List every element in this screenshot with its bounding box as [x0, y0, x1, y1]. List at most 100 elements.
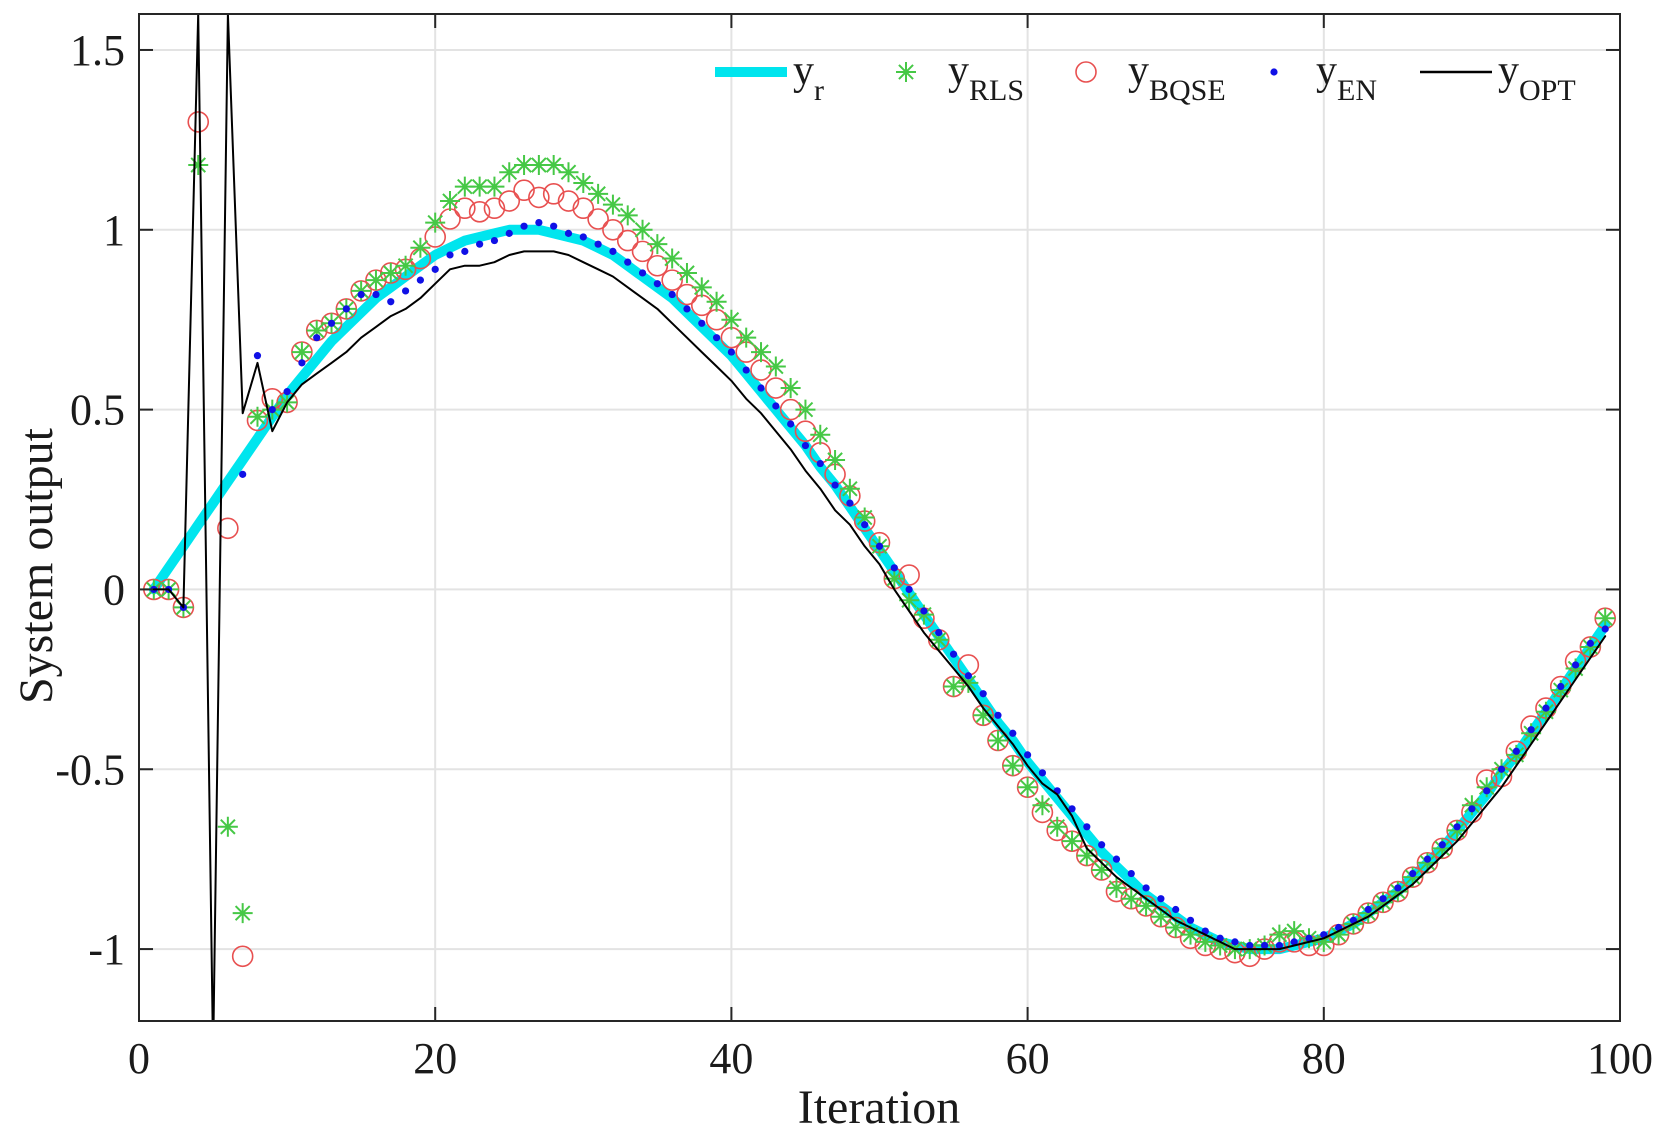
- legend-label: yBQSE: [1128, 48, 1226, 107]
- data-point-y_EN: [579, 233, 587, 241]
- data-point-y_BQSE: [217, 517, 239, 540]
- data-point-y_EN: [1364, 905, 1372, 914]
- series-layer: [143, 14, 1616, 1021]
- data-point-y_EN: [387, 298, 395, 306]
- ticks: [138, 14, 1621, 1021]
- data-point-y_BQSE: [557, 190, 580, 212]
- data-point-y_RLS: [810, 424, 831, 445]
- data-point-y_BQSE: [528, 186, 550, 209]
- legend-label-main: y: [793, 48, 814, 94]
- data-point-y_RLS: [1076, 845, 1097, 866]
- data-point-y_EN: [1186, 916, 1195, 924]
- data-point-y_RLS: [721, 309, 742, 330]
- legend-label: yr: [793, 48, 824, 107]
- data-point-y_RLS: [188, 155, 209, 176]
- data-point-y_EN: [964, 672, 972, 680]
- tick-labels: 0 20 40 60 80 100 -1 -0.5 0 0.5 1 1.5: [55, 26, 1653, 1083]
- data-point-y_BQSE: [513, 179, 535, 202]
- legend-item-y_OPT: yOPT: [1420, 48, 1576, 107]
- data-point-y_RLS: [602, 194, 623, 215]
- data-point-y_EN: [446, 251, 454, 259]
- data-point-y_RLS: [543, 155, 564, 176]
- data-point-y_BQSE: [468, 201, 491, 223]
- x-tick-label: 100: [1587, 1034, 1653, 1083]
- legend-label-sub: r: [814, 74, 824, 107]
- data-point-y_EN: [757, 384, 765, 392]
- data-point-y_EN: [1068, 805, 1076, 813]
- data-point-y_RLS: [780, 378, 801, 399]
- data-point-y_EN: [1586, 639, 1594, 647]
- data-point-y_EN: [1601, 625, 1609, 633]
- data-point-y_RLS: [1047, 816, 1068, 837]
- data-point-y_EN: [1142, 884, 1150, 892]
- data-point-y_EN: [431, 265, 439, 273]
- data-point-y_EN: [283, 388, 291, 396]
- data-point-y_EN: [712, 334, 721, 342]
- data-point-y_RLS: [365, 270, 386, 291]
- legend-label-main: y: [1316, 48, 1337, 94]
- data-point-y_EN: [949, 650, 958, 658]
- data-point-y_RLS: [380, 262, 401, 283]
- data-point-y_RLS: [410, 237, 431, 258]
- data-point-y_RLS: [558, 162, 579, 183]
- legend-label-main: y: [948, 48, 969, 94]
- data-point-y_EN: [698, 319, 706, 327]
- y-tick-label: 1: [103, 206, 125, 255]
- data-point-y_EN: [550, 222, 558, 230]
- data-point-y_EN: [801, 441, 810, 450]
- data-point-y_RLS: [291, 342, 312, 363]
- x-tick-label: 40: [709, 1034, 753, 1083]
- data-point-y_RLS: [706, 291, 727, 312]
- legend-label-sub: BQSE: [1149, 74, 1226, 107]
- data-point-y_RLS: [306, 320, 327, 341]
- data-point-y_RLS: [1121, 888, 1142, 909]
- data-point-y_BQSE: [631, 240, 654, 263]
- data-point-y_EN: [505, 229, 513, 237]
- data-point-y_RLS: [454, 176, 475, 197]
- data-point-y_EN: [742, 366, 750, 374]
- data-point-y_EN: [772, 402, 780, 410]
- data-point-y_RLS: [854, 507, 875, 528]
- data-point-y_RLS: [1284, 921, 1305, 942]
- data-point-y_EN: [1157, 895, 1165, 903]
- data-point-y_EN: [831, 481, 839, 489]
- data-point-y_EN: [1083, 823, 1091, 831]
- data-point-y_RLS: [884, 568, 905, 589]
- data-point-y_EN: [1112, 855, 1121, 863]
- data-point-y_RLS: [662, 248, 683, 269]
- legend-swatch: [896, 62, 916, 82]
- data-point-y_RLS: [217, 816, 238, 837]
- data-point-y_EN: [683, 305, 691, 313]
- series-line-y_OPT: [152, 14, 1607, 1021]
- data-point-y_RLS: [573, 173, 594, 194]
- y-axis-title: System output: [10, 427, 63, 704]
- data-point-y_RLS: [795, 399, 816, 420]
- data-point-y_EN: [298, 359, 306, 367]
- data-point-y_EN: [357, 290, 365, 299]
- data-point-y_EN: [594, 240, 602, 248]
- data-point-y_EN: [787, 420, 795, 428]
- legend-label-main: y: [1128, 48, 1149, 94]
- data-point-y_RLS: [691, 277, 712, 298]
- data-point-y_EN: [1527, 726, 1535, 734]
- data-point-y_EN: [816, 459, 824, 468]
- data-point-y_EN: [1246, 941, 1254, 950]
- data-point-y_BQSE: [187, 111, 210, 133]
- data-point-y_EN: [1127, 869, 1135, 878]
- data-point-y_EN: [1038, 769, 1047, 777]
- data-point-y_EN: [520, 222, 528, 230]
- legend-label: yOPT: [1498, 48, 1576, 107]
- x-tick-label: 20: [413, 1034, 457, 1083]
- data-point-y_BQSE: [542, 183, 565, 205]
- data-point-y_RLS: [395, 255, 416, 276]
- data-point-y_EN: [727, 348, 736, 356]
- legend-item-y_RLS: yRLS: [896, 48, 1024, 107]
- data-point-y_RLS: [632, 219, 653, 240]
- data-point-y_EN: [1571, 661, 1580, 669]
- data-point-y_EN: [920, 607, 928, 615]
- series-y_OPT: [152, 14, 1607, 1021]
- data-point-y_RLS: [617, 205, 638, 226]
- data-point-y_RLS: [1062, 831, 1083, 852]
- data-point-y_RLS: [1595, 608, 1616, 629]
- data-point-y_EN: [1483, 787, 1491, 795]
